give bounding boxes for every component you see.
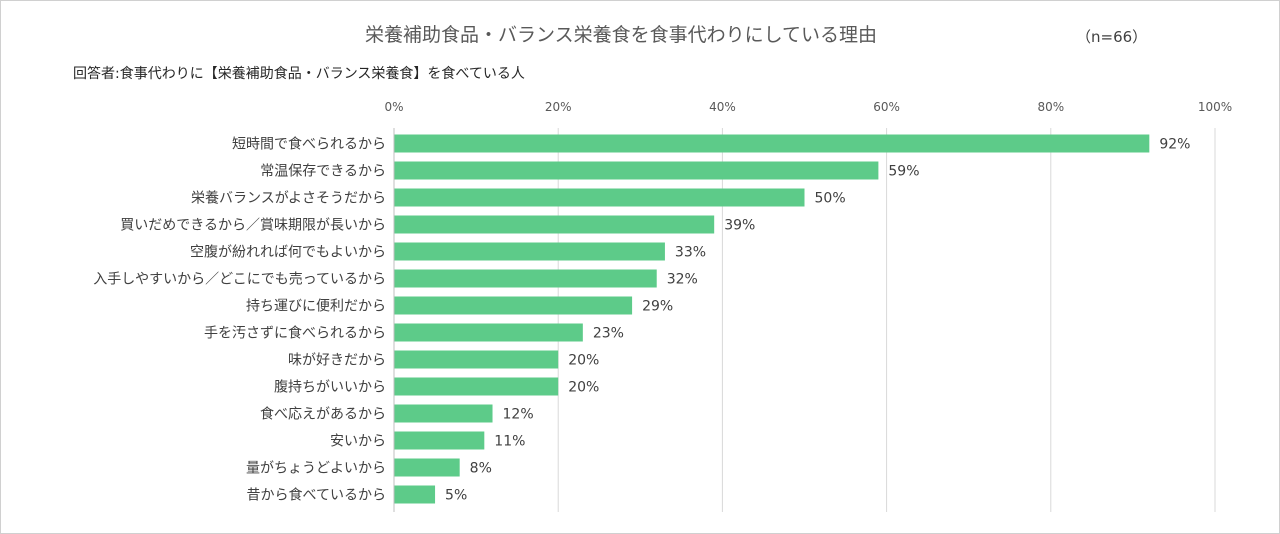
x-tick-label: 60% (873, 100, 900, 114)
category-label: 常温保存できるから (260, 164, 386, 180)
value-label: 32% (667, 272, 698, 288)
category-label: 味が好きだから (288, 353, 386, 369)
bar (394, 350, 559, 369)
category-label: 買いだめできるから／賞味期限が長いから (120, 218, 386, 234)
value-label: 33% (675, 245, 706, 261)
category-label: 食べ応えがあるから (260, 406, 386, 423)
bar (394, 431, 485, 450)
bar (394, 269, 657, 288)
value-label: 59% (888, 164, 919, 180)
value-label: 92% (1159, 137, 1190, 153)
bar (394, 404, 493, 423)
bar (394, 242, 665, 261)
bar (394, 215, 715, 234)
bar (394, 134, 1150, 153)
category-label: 持ち運びに便利だから (246, 299, 386, 315)
bar (394, 188, 805, 207)
value-label: 20% (568, 380, 599, 396)
category-label: 昔から食べているから (247, 487, 386, 504)
x-tick-label: 0% (384, 100, 403, 114)
category-label: 栄養バランスがよさそうだから (191, 190, 386, 207)
value-label: 5% (445, 488, 467, 504)
value-label: 8% (470, 461, 492, 477)
respondents-label: 回答者:食事代わりに【栄養補助食品・バランス栄養食】を食べている人 (73, 66, 525, 82)
bar (394, 485, 436, 504)
category-label: 短時間で食べられるから (232, 136, 386, 153)
bar (394, 161, 879, 180)
bar (394, 377, 559, 396)
category-label: 入手しやすいから／どこにでも売っているから (93, 272, 386, 288)
x-tick-label: 40% (709, 100, 736, 114)
bar (394, 296, 633, 315)
value-label: 50% (815, 191, 846, 207)
value-label: 11% (494, 434, 525, 450)
value-label: 23% (593, 326, 624, 342)
category-label: 腹持ちがいいから (274, 379, 386, 396)
category-label: 量がちょうどよいから (246, 461, 386, 477)
x-tick-label: 80% (1037, 100, 1064, 114)
chart-title: 栄養補助食品・バランス栄養食を食事代わりにしている理由 (365, 24, 878, 46)
category-label: 空腹が紛れれば何でもよいから (190, 244, 386, 261)
x-tick-label: 100% (1198, 100, 1232, 114)
bar (394, 323, 583, 342)
value-label: 39% (724, 218, 755, 234)
value-label: 12% (503, 407, 534, 423)
x-tick-label: 20% (545, 100, 572, 114)
value-label: 29% (642, 299, 673, 315)
sample-size-label: （n=66） (1076, 28, 1148, 46)
category-label: 手を汚さずに食べられるから (204, 325, 386, 342)
value-label: 20% (568, 353, 599, 369)
category-label: 安いから (330, 434, 386, 450)
bar (394, 458, 460, 477)
